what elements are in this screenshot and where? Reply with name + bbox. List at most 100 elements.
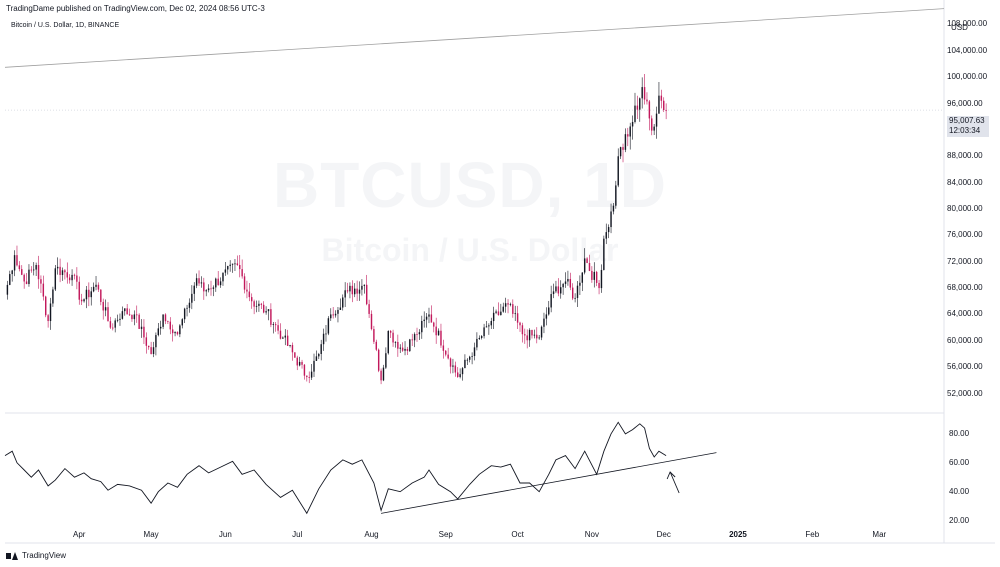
candle-body: [615, 185, 617, 206]
price-tick-label: 56,000.00: [947, 362, 983, 372]
symbol-title[interactable]: Bitcoin / U.S. Dollar, 1D, BINANCE: [11, 22, 120, 29]
candle-body: [191, 293, 193, 303]
candle-body: [286, 335, 289, 346]
candle-body: [548, 307, 550, 315]
candle-body: [533, 334, 536, 336]
candle-body: [28, 269, 30, 284]
candle-body: [73, 274, 76, 276]
candle-body: [76, 275, 78, 282]
candle-body: [368, 304, 370, 314]
rsi-tick-label: 20.00: [949, 515, 970, 525]
candle-body: [579, 282, 581, 286]
candle-body: [459, 374, 461, 378]
price-tick-label: 68,000.00: [947, 283, 983, 293]
candle-body: [277, 325, 279, 331]
rsi-tick-label: 60.00: [949, 457, 970, 467]
candle-body: [334, 313, 337, 316]
candle-body: [569, 278, 572, 288]
candle-body: [555, 286, 557, 292]
candle-body: [296, 357, 298, 366]
candle-body: [66, 272, 68, 278]
candle-body: [274, 324, 277, 326]
candle-body: [377, 349, 380, 371]
candle-body: [267, 309, 270, 312]
candle-body: [356, 288, 358, 294]
candle-body: [610, 211, 612, 228]
candle-body: [433, 322, 435, 327]
candle-body: [167, 321, 169, 323]
candle-body: [591, 270, 593, 280]
candle-body: [210, 288, 212, 290]
candle-body: [152, 347, 155, 354]
price-tick-label: 108,000.00: [947, 19, 988, 29]
candle-body: [593, 271, 595, 280]
candle-body: [246, 289, 248, 292]
candle-body: [253, 301, 255, 307]
candle-body: [612, 205, 615, 212]
candle-body: [428, 314, 430, 317]
candle-body: [502, 306, 504, 312]
candle-body: [104, 307, 107, 311]
candle-body: [282, 337, 284, 339]
candle-body: [521, 325, 524, 335]
candle-body: [473, 347, 476, 357]
candle-body: [660, 95, 663, 101]
candle-body: [665, 110, 667, 111]
candle-body: [133, 314, 136, 320]
price-trendline: [4, 8, 945, 68]
candle-body: [483, 327, 485, 337]
currency-label[interactable]: USD: [951, 23, 968, 32]
candle-body: [198, 278, 200, 284]
price-tick-label: 104,000.00: [947, 45, 988, 55]
candle-body: [145, 337, 148, 346]
candle-body: [231, 263, 234, 265]
candle-body: [107, 307, 109, 322]
candle-body: [605, 232, 607, 239]
candle-body: [480, 336, 483, 338]
candle-body: [56, 266, 59, 269]
candle-body: [449, 358, 452, 367]
candle-body: [95, 284, 97, 287]
candle-body: [47, 315, 49, 322]
candle-body: [255, 305, 258, 307]
candle-body: [80, 299, 83, 302]
candle-body: [600, 269, 603, 289]
candle-body: [382, 367, 385, 381]
candle-body: [100, 289, 102, 302]
candle-body: [318, 353, 320, 357]
candle-body: [564, 281, 567, 284]
candle-body: [387, 330, 389, 354]
candle-body: [68, 277, 71, 281]
candle-body: [651, 118, 653, 131]
candle-body: [207, 288, 210, 291]
candle-body: [464, 359, 466, 369]
time-tick-label: Dec: [656, 530, 671, 539]
tradingview-brand[interactable]: TradingView: [6, 551, 66, 560]
candle-body: [409, 339, 411, 351]
candle-body: [30, 269, 33, 271]
price-tick-label: 52,000.00: [947, 388, 983, 398]
candle-body: [373, 329, 375, 342]
candle-body: [349, 285, 351, 292]
watermark-ticker: BTCUSD, 1D: [272, 149, 668, 221]
watermark-name: Bitcoin / U.S. Dollar: [321, 232, 619, 268]
candle-body: [23, 274, 25, 282]
candle-body: [92, 286, 95, 292]
candle-body: [37, 265, 40, 280]
candle-body: [655, 113, 658, 127]
candle-body: [13, 255, 16, 271]
candle-body: [78, 281, 80, 300]
time-tick-label: Apr: [73, 530, 86, 539]
candle-body: [229, 264, 231, 267]
candle-body: [162, 314, 164, 327]
candle-body: [322, 333, 325, 345]
candle-body: [526, 335, 528, 341]
candle-body: [325, 333, 327, 335]
candle-body: [159, 326, 162, 329]
candle-body: [342, 297, 344, 308]
time-tick-label: Jul: [292, 530, 303, 539]
candle-body: [169, 321, 172, 330]
candle-body: [445, 350, 447, 355]
annotation-arrow-head-icon: [666, 471, 676, 480]
